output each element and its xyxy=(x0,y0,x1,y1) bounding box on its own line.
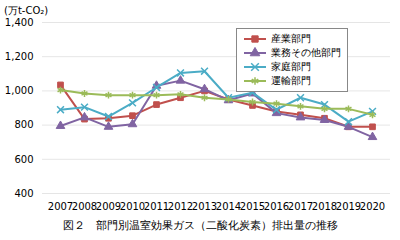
svg-text:2011: 2011 xyxy=(144,201,169,212)
svg-text:2017: 2017 xyxy=(288,201,313,212)
svg-text:2015: 2015 xyxy=(240,201,265,212)
html-text:(万t-CO₂): (万t-CO₂) xyxy=(4,5,49,16)
svg-text:2014: 2014 xyxy=(216,201,241,212)
svg-text:2020: 2020 xyxy=(360,201,385,212)
svg-text:2012: 2012 xyxy=(168,201,193,212)
svg-text:1,400: 1,400 xyxy=(5,17,34,28)
svg-text:400: 400 xyxy=(14,188,33,199)
svg-text:2016: 2016 xyxy=(264,201,289,212)
html-text:図２ 部門別温室効果ガス（二酸化炭素）排出量の推移: 図２ 部門別温室効果ガス（二酸化炭素）排出量の推移 xyxy=(62,219,338,232)
svg-text:2010: 2010 xyxy=(120,201,145,212)
svg-text:2009: 2009 xyxy=(96,201,121,212)
html-text:家庭部門: 家庭部門 xyxy=(271,61,311,72)
svg-text:1,000: 1,000 xyxy=(5,85,34,96)
html-text:運輸部門: 運輸部門 xyxy=(271,75,311,86)
html-text:産業部門: 産業部門 xyxy=(271,33,311,44)
svg-text:1,200: 1,200 xyxy=(5,51,34,62)
svg-text:600: 600 xyxy=(14,154,33,165)
svg-text:2008: 2008 xyxy=(72,201,97,212)
svg-text:2013: 2013 xyxy=(192,201,217,212)
svg-text:2007: 2007 xyxy=(48,201,73,212)
svg-text:800: 800 xyxy=(14,119,33,130)
html-text:業務その他部門: 業務その他部門 xyxy=(271,47,341,58)
svg-text:2018: 2018 xyxy=(312,201,337,212)
svg-text:2019: 2019 xyxy=(336,201,361,212)
